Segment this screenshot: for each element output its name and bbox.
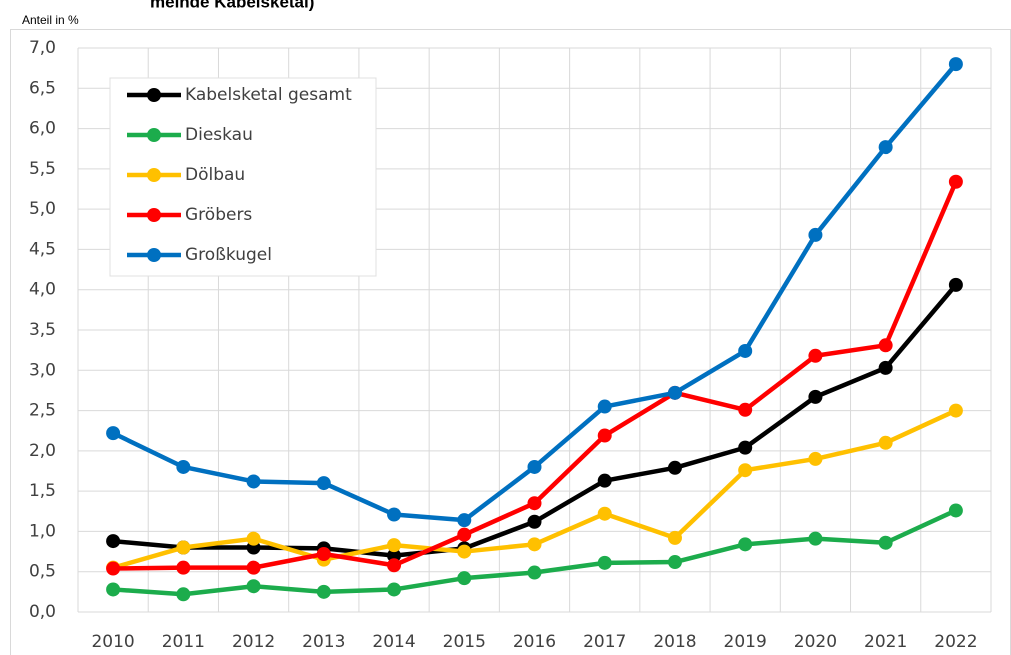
point <box>387 582 402 597</box>
x-tick-label: 2022 <box>934 632 977 652</box>
point <box>527 537 542 552</box>
point <box>316 476 331 491</box>
point <box>457 527 472 542</box>
legend-label: Dölbau <box>185 165 245 185</box>
y-tick-label: 0,5 <box>29 562 56 582</box>
point <box>246 531 261 546</box>
y-tick-label: 1,0 <box>29 521 56 541</box>
point <box>527 565 542 580</box>
y-tick-label: 4,0 <box>29 280 56 300</box>
point <box>387 507 402 522</box>
point <box>808 348 823 363</box>
point <box>738 463 753 478</box>
x-tick-label: 2010 <box>91 632 134 652</box>
point <box>948 57 963 72</box>
x-tick-label: 2014 <box>372 632 415 652</box>
point <box>176 459 191 474</box>
x-tick-label: 2018 <box>653 632 696 652</box>
point <box>246 579 261 594</box>
point <box>387 538 402 553</box>
y-tick-label: 7,0 <box>29 38 56 58</box>
point <box>246 474 261 489</box>
point <box>316 584 331 599</box>
point <box>106 561 121 576</box>
point <box>597 555 612 570</box>
legend-label: Gröbers <box>185 205 252 225</box>
point <box>527 496 542 511</box>
y-tick-label: 2,0 <box>29 441 56 461</box>
point <box>878 360 893 375</box>
x-tick-label: 2011 <box>162 632 205 652</box>
point <box>667 555 682 570</box>
legend-marker <box>147 128 161 142</box>
x-tick-label: 2016 <box>513 632 556 652</box>
x-tick-label: 2013 <box>302 632 345 652</box>
point <box>948 174 963 189</box>
point <box>457 513 472 528</box>
x-tick-label: 2019 <box>724 632 767 652</box>
point <box>457 571 472 586</box>
chart-title: meinde Kabelsketal) <box>150 0 314 11</box>
point <box>387 548 402 563</box>
y-tick-label: 1,5 <box>29 481 56 501</box>
point <box>597 399 612 414</box>
point <box>106 534 121 549</box>
x-tick-label: 2012 <box>232 632 275 652</box>
y-tick-label: 5,5 <box>29 159 56 179</box>
point <box>176 560 191 575</box>
y-tick-label: 5,0 <box>29 199 56 219</box>
point <box>808 389 823 404</box>
point <box>597 506 612 521</box>
point <box>878 435 893 450</box>
point <box>948 277 963 292</box>
point <box>387 558 402 573</box>
point <box>808 451 823 466</box>
x-tick-label: 2020 <box>794 632 837 652</box>
point <box>878 338 893 353</box>
point <box>948 503 963 518</box>
y-tick-label: 3,5 <box>29 320 56 340</box>
y-axis-label: Anteil in % <box>22 13 79 27</box>
legend-label: Kabelsketal gesamt <box>185 85 352 105</box>
legend-marker <box>147 168 161 182</box>
y-tick-label: 4,5 <box>29 239 56 259</box>
y-tick-label: 6,0 <box>29 119 56 139</box>
point <box>597 428 612 443</box>
point <box>597 473 612 488</box>
point <box>667 385 682 400</box>
point <box>738 402 753 417</box>
legend-marker <box>147 248 161 262</box>
y-tick-label: 2,5 <box>29 401 56 421</box>
point <box>667 460 682 475</box>
point <box>667 530 682 545</box>
point <box>246 560 261 575</box>
point <box>738 537 753 552</box>
point <box>527 514 542 529</box>
point <box>738 343 753 358</box>
point <box>316 546 331 561</box>
x-tick-label: 2017 <box>583 632 626 652</box>
point <box>808 227 823 242</box>
y-tick-label: 6,5 <box>29 78 56 98</box>
point <box>948 403 963 418</box>
point <box>457 544 472 559</box>
legend-label: Dieskau <box>185 125 253 145</box>
point <box>106 426 121 441</box>
point <box>738 440 753 455</box>
x-tick-label: 2021 <box>864 632 907 652</box>
point <box>808 531 823 546</box>
legend-label: Großkugel <box>185 245 272 265</box>
legend-marker <box>147 88 161 102</box>
point <box>176 540 191 555</box>
y-tick-label: 0,0 <box>29 602 56 622</box>
point <box>176 587 191 602</box>
point <box>878 535 893 550</box>
point <box>106 582 121 597</box>
point <box>878 140 893 155</box>
y-tick-label: 3,0 <box>29 360 56 380</box>
x-tick-label: 2015 <box>443 632 486 652</box>
point <box>527 459 542 474</box>
legend-marker <box>147 208 161 222</box>
